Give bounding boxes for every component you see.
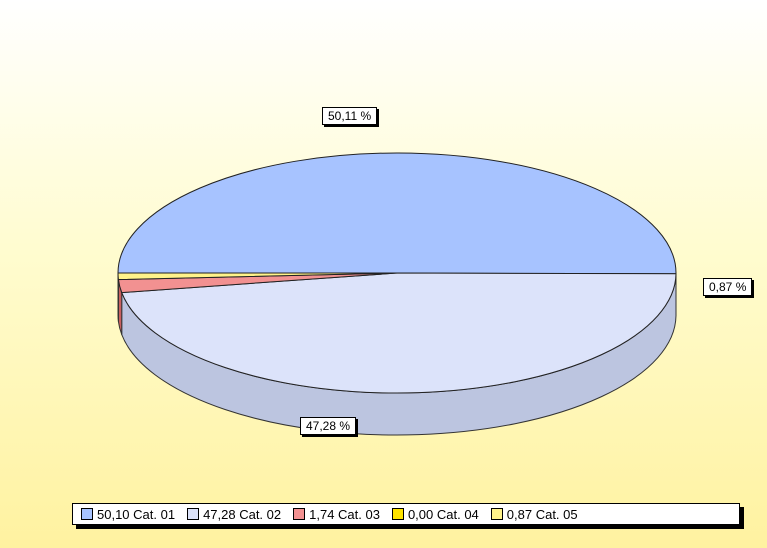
pie-slice-cat-02 <box>121 272 677 394</box>
legend-label: 0,87 Cat. 05 <box>506 506 578 522</box>
pie-slice-cat-01 <box>117 152 677 275</box>
legend-label: 47,28 Cat. 02 <box>203 506 282 522</box>
legend-item: 50,10 Cat. 01 <box>81 507 175 522</box>
legend-item: 47,28 Cat. 02 <box>187 507 281 522</box>
legend-label: 0,00 Cat. 04 <box>407 506 479 522</box>
data-label-cat-01: 50,11 % <box>322 107 378 125</box>
legend-swatch <box>81 508 93 520</box>
chart-legend: 50,10 Cat. 01 47,28 Cat. 02 1,74 Cat. 03 0,… <box>72 503 740 525</box>
legend-label: 1,74 Cat. 03 <box>309 506 380 522</box>
data-label-cat-02: 47,28 % <box>300 417 357 435</box>
data-label-cat-05: 0,87 % <box>703 278 753 296</box>
legend-swatch <box>391 508 404 520</box>
legend-swatch <box>490 508 503 520</box>
legend-swatch <box>293 508 306 520</box>
legend-item: 1,74 Cat. 03 <box>293 507 380 522</box>
pie-slice-cat-05 <box>117 272 398 281</box>
legend-label: 50,10 Cat. 01 <box>97 506 176 522</box>
legend-item: 0,87 Cat. 05 <box>490 506 578 522</box>
legend-item: 0,00 Cat. 04 <box>391 506 479 522</box>
legend-swatch <box>187 508 200 520</box>
